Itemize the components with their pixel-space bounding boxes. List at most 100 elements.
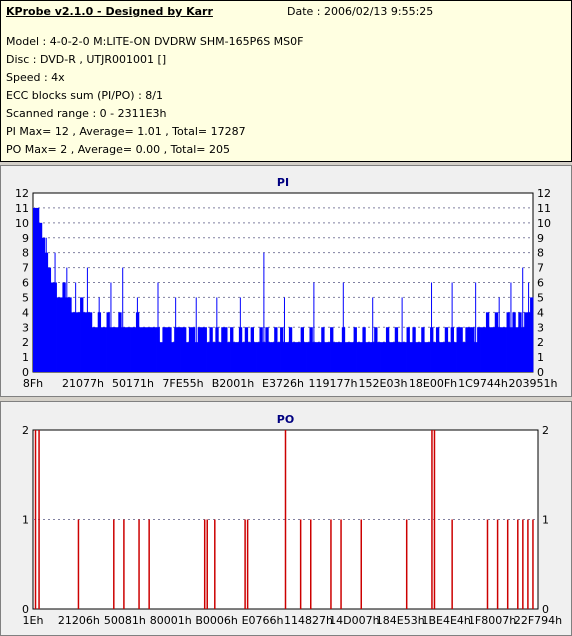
pi-bar (206, 342, 210, 372)
pi-bar (94, 327, 99, 372)
pi-bar (47, 267, 52, 372)
pi-bar (338, 342, 343, 372)
chart-title: PO (277, 413, 294, 426)
pi-bar (285, 342, 290, 372)
pi-bar (221, 327, 225, 372)
pi-bar (388, 342, 393, 372)
pi-bar (224, 327, 228, 372)
pi-bar (444, 327, 449, 372)
pi-bar (268, 342, 272, 372)
pi-bar (383, 342, 387, 372)
pi-bar (103, 327, 107, 372)
pi-bar (33, 207, 37, 372)
pi-bar (171, 342, 175, 372)
pi-bar (80, 297, 84, 372)
pi-bar (56, 297, 60, 372)
pi-bar (421, 327, 425, 372)
pi-bar (377, 342, 381, 372)
y-tick-left: 12 (15, 187, 29, 200)
pi-bar (306, 342, 310, 372)
y-tick-left: 0 (22, 366, 29, 379)
pi-bar (168, 327, 172, 372)
pi-bar (277, 342, 281, 372)
pi-bar (112, 327, 116, 372)
x-tick: 21206h (58, 614, 100, 627)
pi-bar (321, 327, 325, 372)
y-tick-right: 2 (542, 424, 549, 437)
x-tick: E3726h (262, 377, 304, 390)
y-tick-left: 0 (22, 603, 29, 616)
y-tick-left: 1 (22, 351, 29, 364)
x-tick: 8Fh (23, 377, 43, 390)
y-tick-left: 3 (22, 321, 29, 334)
y-tick-right: 12 (537, 187, 551, 200)
x-tick: 1Eh (23, 614, 44, 627)
pi-bar (530, 297, 534, 372)
pi-bar (83, 312, 87, 372)
x-tick: 21077h (62, 377, 104, 390)
pi-bar (244, 327, 249, 372)
pi-bar (59, 297, 63, 372)
pi-bar (141, 327, 146, 372)
y-tick-right: 0 (537, 366, 544, 379)
pi-bar (115, 327, 119, 372)
pi-bar (165, 327, 169, 372)
drive-model: Model : 4-0-2-0 M:LITE-ON DVDRW SHM-165P… (6, 35, 304, 48)
pi-bar (480, 327, 484, 372)
pi-bar (159, 342, 163, 372)
pi-bar (271, 342, 275, 372)
pi-bar (441, 342, 446, 372)
pi-bar (315, 342, 319, 372)
pi-bar (288, 327, 293, 372)
pi-bar (180, 327, 184, 372)
pi-bar (435, 327, 440, 372)
chart-title: PI (277, 176, 289, 189)
pi-bar (362, 327, 366, 372)
pi-bar (106, 312, 110, 372)
pi-bar (327, 342, 331, 372)
pi-bar (297, 342, 302, 372)
y-tick-right: 9 (537, 232, 544, 245)
pi-bar (488, 327, 493, 372)
pi-bar (100, 327, 104, 372)
pi-bar (138, 327, 143, 372)
x-tick: 14D007h (329, 614, 379, 627)
pi-bar (333, 342, 337, 372)
pi-bar (153, 327, 157, 372)
pi-bar (453, 342, 457, 372)
x-tick: 18E00Fh (409, 377, 457, 390)
pi-bar (209, 327, 213, 372)
y-tick-left: 7 (22, 262, 29, 275)
x-tick: 50171h (112, 377, 154, 390)
ecc-info: ECC blocks sum (PI/PO) : 8/1 (6, 89, 163, 102)
pi-bar (397, 342, 402, 372)
x-tick: 1F8007h (468, 614, 516, 627)
pi-bar (415, 342, 419, 372)
y-tick-left: 1 (22, 514, 29, 527)
pi-bar (162, 327, 166, 372)
po-chart-panel: PO 0 0 1 1 2 2 1Eh 21206h 50081h 80001h B0006h E0766… (0, 401, 572, 636)
info-panel: KProbe v2.1.0 - Designed by Karr Date : … (0, 0, 572, 162)
pi-bar (300, 327, 304, 372)
pi-bar (265, 327, 269, 372)
pi-bar (294, 342, 299, 372)
pi-bar (356, 342, 360, 372)
pi-bar (177, 327, 181, 372)
pi-bar (124, 327, 128, 372)
pi-bar (250, 327, 254, 372)
pi-bar (374, 327, 378, 372)
y-tick-right: 11 (537, 202, 551, 215)
pi-bar (253, 342, 257, 372)
y-tick-left: 5 (22, 291, 29, 304)
x-tick: B0006h (195, 614, 238, 627)
x-tick: B2001h (212, 377, 255, 390)
y-tick-right: 10 (537, 217, 551, 230)
pi-bar (491, 327, 496, 372)
pi-bar (409, 342, 413, 372)
pi-bar (247, 342, 252, 372)
x-tick: 80001h (150, 614, 192, 627)
pi-bar (133, 327, 137, 372)
x-tick: 152E03h (359, 377, 408, 390)
pi-bar (230, 327, 234, 372)
y-tick-right: 1 (542, 514, 549, 527)
